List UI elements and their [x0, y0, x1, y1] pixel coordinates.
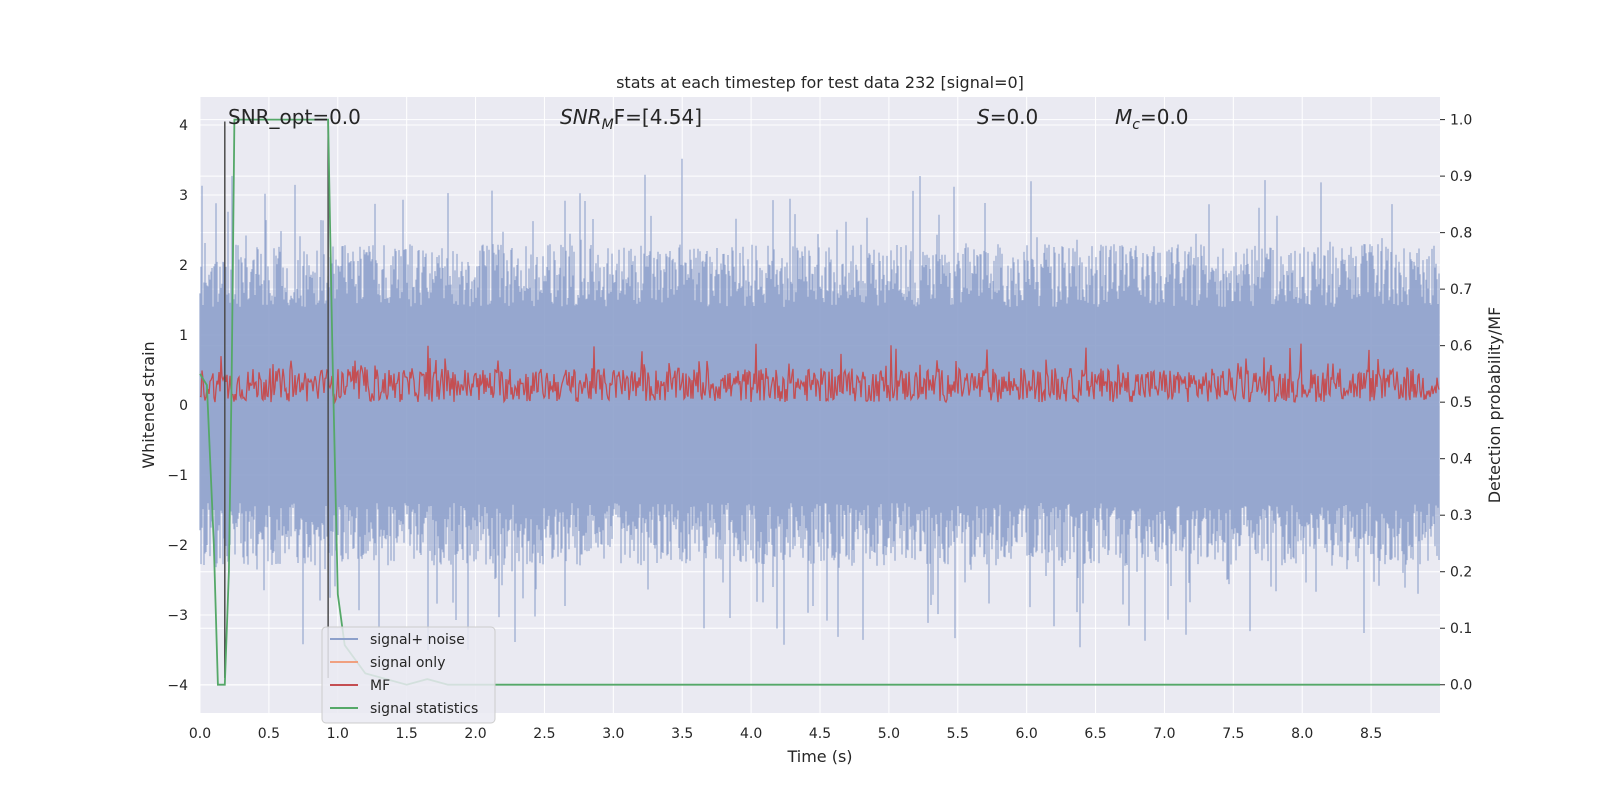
x-tick-label: 1.5: [396, 726, 418, 742]
y-tick-left-label: 3: [179, 188, 188, 204]
y-tick-right-label: 0.2: [1450, 565, 1472, 581]
annotation-snr-mf-rest: F=[4.54]: [614, 105, 702, 129]
y-tick-right-label: 0.6: [1450, 339, 1472, 355]
y-tick-left-label: −3: [167, 608, 188, 624]
x-tick-label: 0.0: [189, 726, 211, 742]
y-tick-right-label: 0.0: [1450, 678, 1472, 694]
x-tick-label: 1.0: [327, 726, 349, 742]
x-tick-label: 3.0: [602, 726, 624, 742]
annotation-mc-italic: M: [1115, 105, 1132, 129]
vertical-markers: [224, 121, 329, 678]
mf-series: [199, 343, 1440, 405]
x-tick-label: 0.5: [258, 726, 280, 742]
annotation-mc-rest: =0.0: [1140, 105, 1189, 129]
y-tick-right-label: 0.5: [1450, 395, 1472, 411]
legend-box: [321, 626, 496, 724]
x-tick-label: 4.5: [809, 726, 831, 742]
x-tick-label: 6.5: [1084, 726, 1106, 742]
left-axis-ticks: 4 3 2 1 0 −1 −2 −3 −4: [167, 118, 188, 694]
x-tick-label: 6.0: [1016, 726, 1038, 742]
annotation-snr-mf-sub: M: [602, 117, 614, 133]
y-tick-left-label: −4: [167, 678, 188, 694]
y-tick-right-label: 0.3: [1450, 508, 1472, 524]
y-tick-left-label: 2: [179, 258, 188, 274]
x-tick-label: 5.5: [947, 726, 969, 742]
chart-title: stats at each timestep for test data 232…: [616, 73, 1024, 92]
y-tick-left-label: −1: [167, 468, 188, 484]
annotation-snr-opt: SNR_opt=0.0: [228, 105, 361, 129]
annotation-snr-mf-italic: SNR: [560, 105, 602, 129]
y-axis-label-right: Detection probability/MF: [1485, 307, 1504, 504]
annotation-s-rest: =0.0: [990, 105, 1039, 129]
signal-noise-line: [199, 158, 1440, 650]
annotation-s-italic: S: [977, 105, 990, 129]
x-tick-label: 4.0: [740, 726, 762, 742]
annotation-s: S=0.0: [977, 105, 1038, 129]
x-tick-label: 8.5: [1360, 726, 1382, 742]
annotation-mc: Mc=0.0: [1115, 105, 1189, 133]
y-tick-right-label: 0.7: [1450, 282, 1472, 298]
x-tick-label: 3.5: [671, 726, 693, 742]
annotation-snr-mf: SNRMF=[4.54]: [560, 105, 702, 133]
x-tick-label: 8.0: [1291, 726, 1313, 742]
y-tick-left-label: 0: [179, 398, 188, 414]
y-tick-right-label: 0.4: [1450, 452, 1472, 468]
legend: signal+ noise signal only MF signal stat…: [321, 626, 496, 724]
legend-label-signal-statistics: signal statistics: [370, 701, 478, 717]
y-axis-label-left: Whitened strain: [139, 341, 158, 468]
x-tick-label: 2.5: [533, 726, 555, 742]
x-tick-label: 5.0: [878, 726, 900, 742]
annotation-mc-sub: c: [1132, 117, 1140, 133]
y-tick-right-label: 1.0: [1450, 113, 1472, 129]
y-tick-right-label: 0.1: [1450, 621, 1472, 637]
y-tick-left-label: −2: [167, 538, 188, 554]
mf-line: [199, 343, 1440, 405]
legend-label-signal-only: signal only: [370, 655, 445, 671]
legend-label-signal-noise: signal+ noise: [370, 632, 465, 648]
y-tick-right-label: 0.9: [1450, 169, 1472, 185]
signal-noise-series: [199, 158, 1440, 650]
y-tick-left-label: 4: [179, 118, 188, 134]
x-tick-label: 2.0: [464, 726, 486, 742]
x-tick-label: 7.5: [1222, 726, 1244, 742]
x-axis-label: Time (s): [786, 747, 852, 766]
right-axis-ticks: 1.0 0.9 0.8 0.7 0.6 0.5 0.4 0.3 0.2 0.1 0.0: [1440, 113, 1472, 694]
y-tick-right-label: 0.8: [1450, 226, 1472, 242]
x-axis-ticks: 0.0 0.5 1.0 1.5 2.0 2.5 3.0 3.5 4.0 4.5 5.0 5.5 6.0 6…: [189, 726, 1382, 742]
y-tick-left-label: 1: [179, 328, 188, 344]
x-tick-label: 7.0: [1153, 726, 1175, 742]
legend-label-mf: MF: [370, 678, 390, 694]
